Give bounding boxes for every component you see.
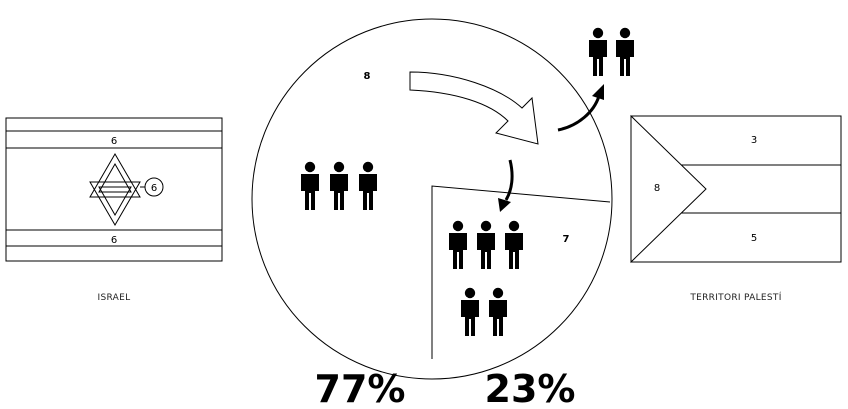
palestine-caption: TERRITORI PALESTÍ	[689, 291, 781, 303]
migration-arrow-large	[409, 71, 539, 145]
percentage-left: 77%	[315, 367, 406, 409]
palestine-top-band-label: 3	[751, 135, 757, 146]
israel-star-label: 6	[151, 183, 157, 194]
israel-flag	[5, 117, 223, 262]
arrow-to-slice-head	[498, 198, 511, 212]
palestine-triangle-label: 8	[654, 183, 660, 194]
israel-bottom-stripe-label: 6	[111, 235, 117, 246]
pie-slice-label: 7	[563, 234, 570, 245]
person-icon	[589, 27, 607, 76]
star-of-david-icon	[89, 153, 141, 226]
pie-main-label: 8	[364, 71, 371, 82]
palestine-flag	[630, 114, 842, 264]
israel-caption: ISRAEL	[98, 293, 131, 303]
pie-slice-23	[431, 185, 611, 359]
arrow-to-emigrants-head	[592, 84, 604, 100]
people-group-emigrants	[589, 27, 634, 76]
arrow-to-slice	[504, 159, 514, 201]
percentage-right: 23%	[485, 367, 576, 409]
israel-top-stripe-label: 6	[111, 136, 117, 147]
arrow-to-emigrants	[557, 95, 601, 132]
palestine-bottom-band-label: 5	[751, 233, 757, 244]
person-icon	[616, 27, 634, 76]
